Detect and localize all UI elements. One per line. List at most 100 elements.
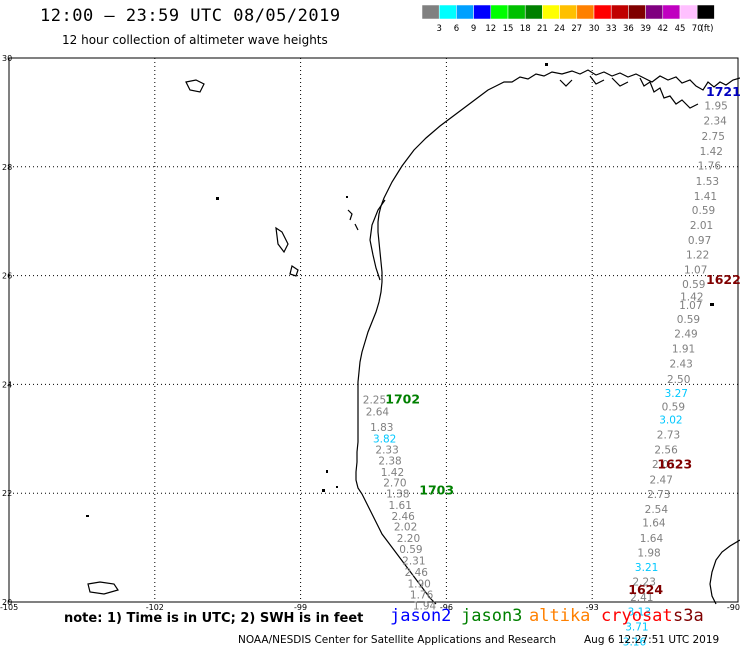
- wave-height-value: 2.01: [652, 459, 675, 471]
- page-subtitle: 12 hour collection of altimeter wave hei…: [62, 33, 328, 47]
- legend-label: 36: [623, 24, 634, 34]
- map-frame: [8, 57, 739, 603]
- legend-label: 39: [640, 24, 651, 34]
- legend-swatch: [421, 4, 440, 20]
- wave-height-value: 1.91: [672, 343, 695, 355]
- wave-height-value: 1.94: [413, 601, 437, 613]
- legend-swatch: [507, 4, 526, 20]
- pass-time-label: 1702: [385, 391, 420, 406]
- lat-lon-grid: [8, 57, 739, 603]
- lat-tick-label: 28: [2, 163, 12, 172]
- wave-height-value: 1.98: [637, 547, 660, 559]
- pass-time-labels: 1702 1703 1721 1622 1623 1624: [385, 84, 740, 597]
- coastline-mainland: [355, 69, 740, 605]
- legend-swatch: [542, 4, 560, 20]
- wave-height-value: 2.50: [667, 374, 690, 386]
- wave-height-value: 2.23: [633, 577, 656, 589]
- legend-unit: (ft): [701, 24, 714, 34]
- satellite-label-altika: altika: [529, 606, 591, 626]
- island: [346, 196, 348, 198]
- legend-swatch: [628, 4, 646, 20]
- legend-swatch: [559, 4, 578, 20]
- wave-height-value: 1.53: [696, 176, 719, 188]
- wave-height-value: 1.22: [686, 250, 709, 262]
- axis-labels: 30 28 26 24 22 20-105 -102 -99 -96 -93 -90: [0, 54, 740, 612]
- pass-time-label: 1624: [628, 582, 663, 597]
- legend-swatch: [645, 4, 664, 20]
- coastline: [87, 69, 740, 605]
- lat-tick-label: 26: [2, 272, 12, 281]
- wave-height-value: 2.38: [378, 455, 401, 467]
- wave-height-value: 3.02: [659, 415, 682, 427]
- coastline-delta: [639, 77, 699, 109]
- wave-height-value: 1.90: [407, 578, 430, 590]
- wave-height-value: 2.46: [391, 511, 415, 523]
- lake-outline: [185, 79, 205, 93]
- lat-tick-label: 24: [2, 380, 12, 389]
- wave-height-value: 2.33: [375, 444, 398, 456]
- legend-label: 33: [606, 24, 617, 34]
- wave-height-value: 2.46: [405, 567, 429, 579]
- lake-outline: [87, 581, 119, 595]
- west-track: 2.252.64 1.833.822.332.381.422.701.381.61…: [363, 394, 437, 612]
- coastline-lagoon: [369, 199, 386, 281]
- lake-outline: [275, 226, 289, 254]
- lat-tick-label: 20: [2, 598, 12, 607]
- legend-swatch: [473, 4, 492, 20]
- wave-height-value: 2.73: [647, 489, 670, 501]
- wave-height-value: 2.49: [674, 329, 697, 341]
- legend-label: 30: [589, 24, 600, 34]
- legend-swatch: [610, 4, 629, 20]
- footnote: note: 1) Time is in UTC; 2) SWH is in fe…: [64, 611, 364, 626]
- wave-height-value: 2.25: [363, 394, 386, 406]
- wave-height-value: 1.07: [679, 300, 702, 312]
- wave-height-value: 1.95: [704, 101, 727, 113]
- lat-tick-label: 22: [2, 489, 12, 498]
- wave-height-value: 2.64: [366, 406, 390, 418]
- legend-swatch: [662, 4, 681, 20]
- legend-label: 45: [675, 24, 686, 34]
- legend-label: 3: [436, 24, 441, 34]
- lon-tick-label: -102: [146, 603, 164, 612]
- pass-time-label: 1721: [706, 84, 740, 99]
- legend-swatch: [438, 4, 457, 20]
- satellite-label-cryosat: cryosat: [601, 606, 673, 626]
- lon-tick-label: -99: [294, 603, 307, 612]
- legend-swatch: [696, 4, 715, 20]
- timestamp-text: Aug 6 12:27:51 UTC 2019: [584, 634, 720, 646]
- wave-height-value: 1.76: [698, 161, 722, 173]
- lon-tick-label: -105: [0, 603, 18, 612]
- pass-time-label: 1622: [706, 272, 740, 287]
- legend-swatch: [490, 4, 509, 20]
- wave-height-value: 3.71: [625, 621, 648, 633]
- wave-height-value: 1.61: [389, 500, 412, 512]
- lon-tick-label: -93: [586, 603, 599, 612]
- pass-time-label: 1703: [419, 482, 454, 497]
- wave-height-value: 2.43: [669, 359, 692, 371]
- wave-height-value: 3.27: [665, 388, 688, 400]
- legend-label: 24: [554, 24, 565, 34]
- wave-height-value: 1.42: [381, 467, 404, 479]
- satellite-label-s3a: s3a: [673, 606, 704, 626]
- island: [710, 303, 714, 306]
- wave-height-value: 1.42: [680, 292, 703, 304]
- wave-height-value: 0.59: [677, 314, 700, 326]
- lat-tick-label: 30: [2, 54, 12, 63]
- credit-text: NOAA/NESDIS Center for Satellite Applica…: [238, 634, 556, 646]
- wave-height-value: 0.97: [688, 235, 711, 247]
- wave-height-value: 3.16: [623, 637, 647, 649]
- legend-label: 6: [454, 24, 459, 34]
- wave-height-value: 3.13: [628, 607, 651, 619]
- small-islands: [86, 63, 714, 517]
- island: [322, 489, 325, 492]
- wave-height-value: 1.07: [684, 264, 707, 276]
- east-track: 1.95 2.34 2.75 1.42 1.76 1.53 1.41 0.59 2.01 0.97…: [623, 101, 728, 649]
- wave-height-value: 2.34: [703, 115, 727, 127]
- wave-height-value: 1.76: [410, 590, 434, 602]
- wave-height-value: 1.41: [694, 191, 717, 203]
- lake-outline: [347, 209, 359, 231]
- legend-swatch: [593, 4, 612, 20]
- wave-height-value: 0.59: [682, 279, 705, 291]
- legend-swatch: [456, 4, 474, 20]
